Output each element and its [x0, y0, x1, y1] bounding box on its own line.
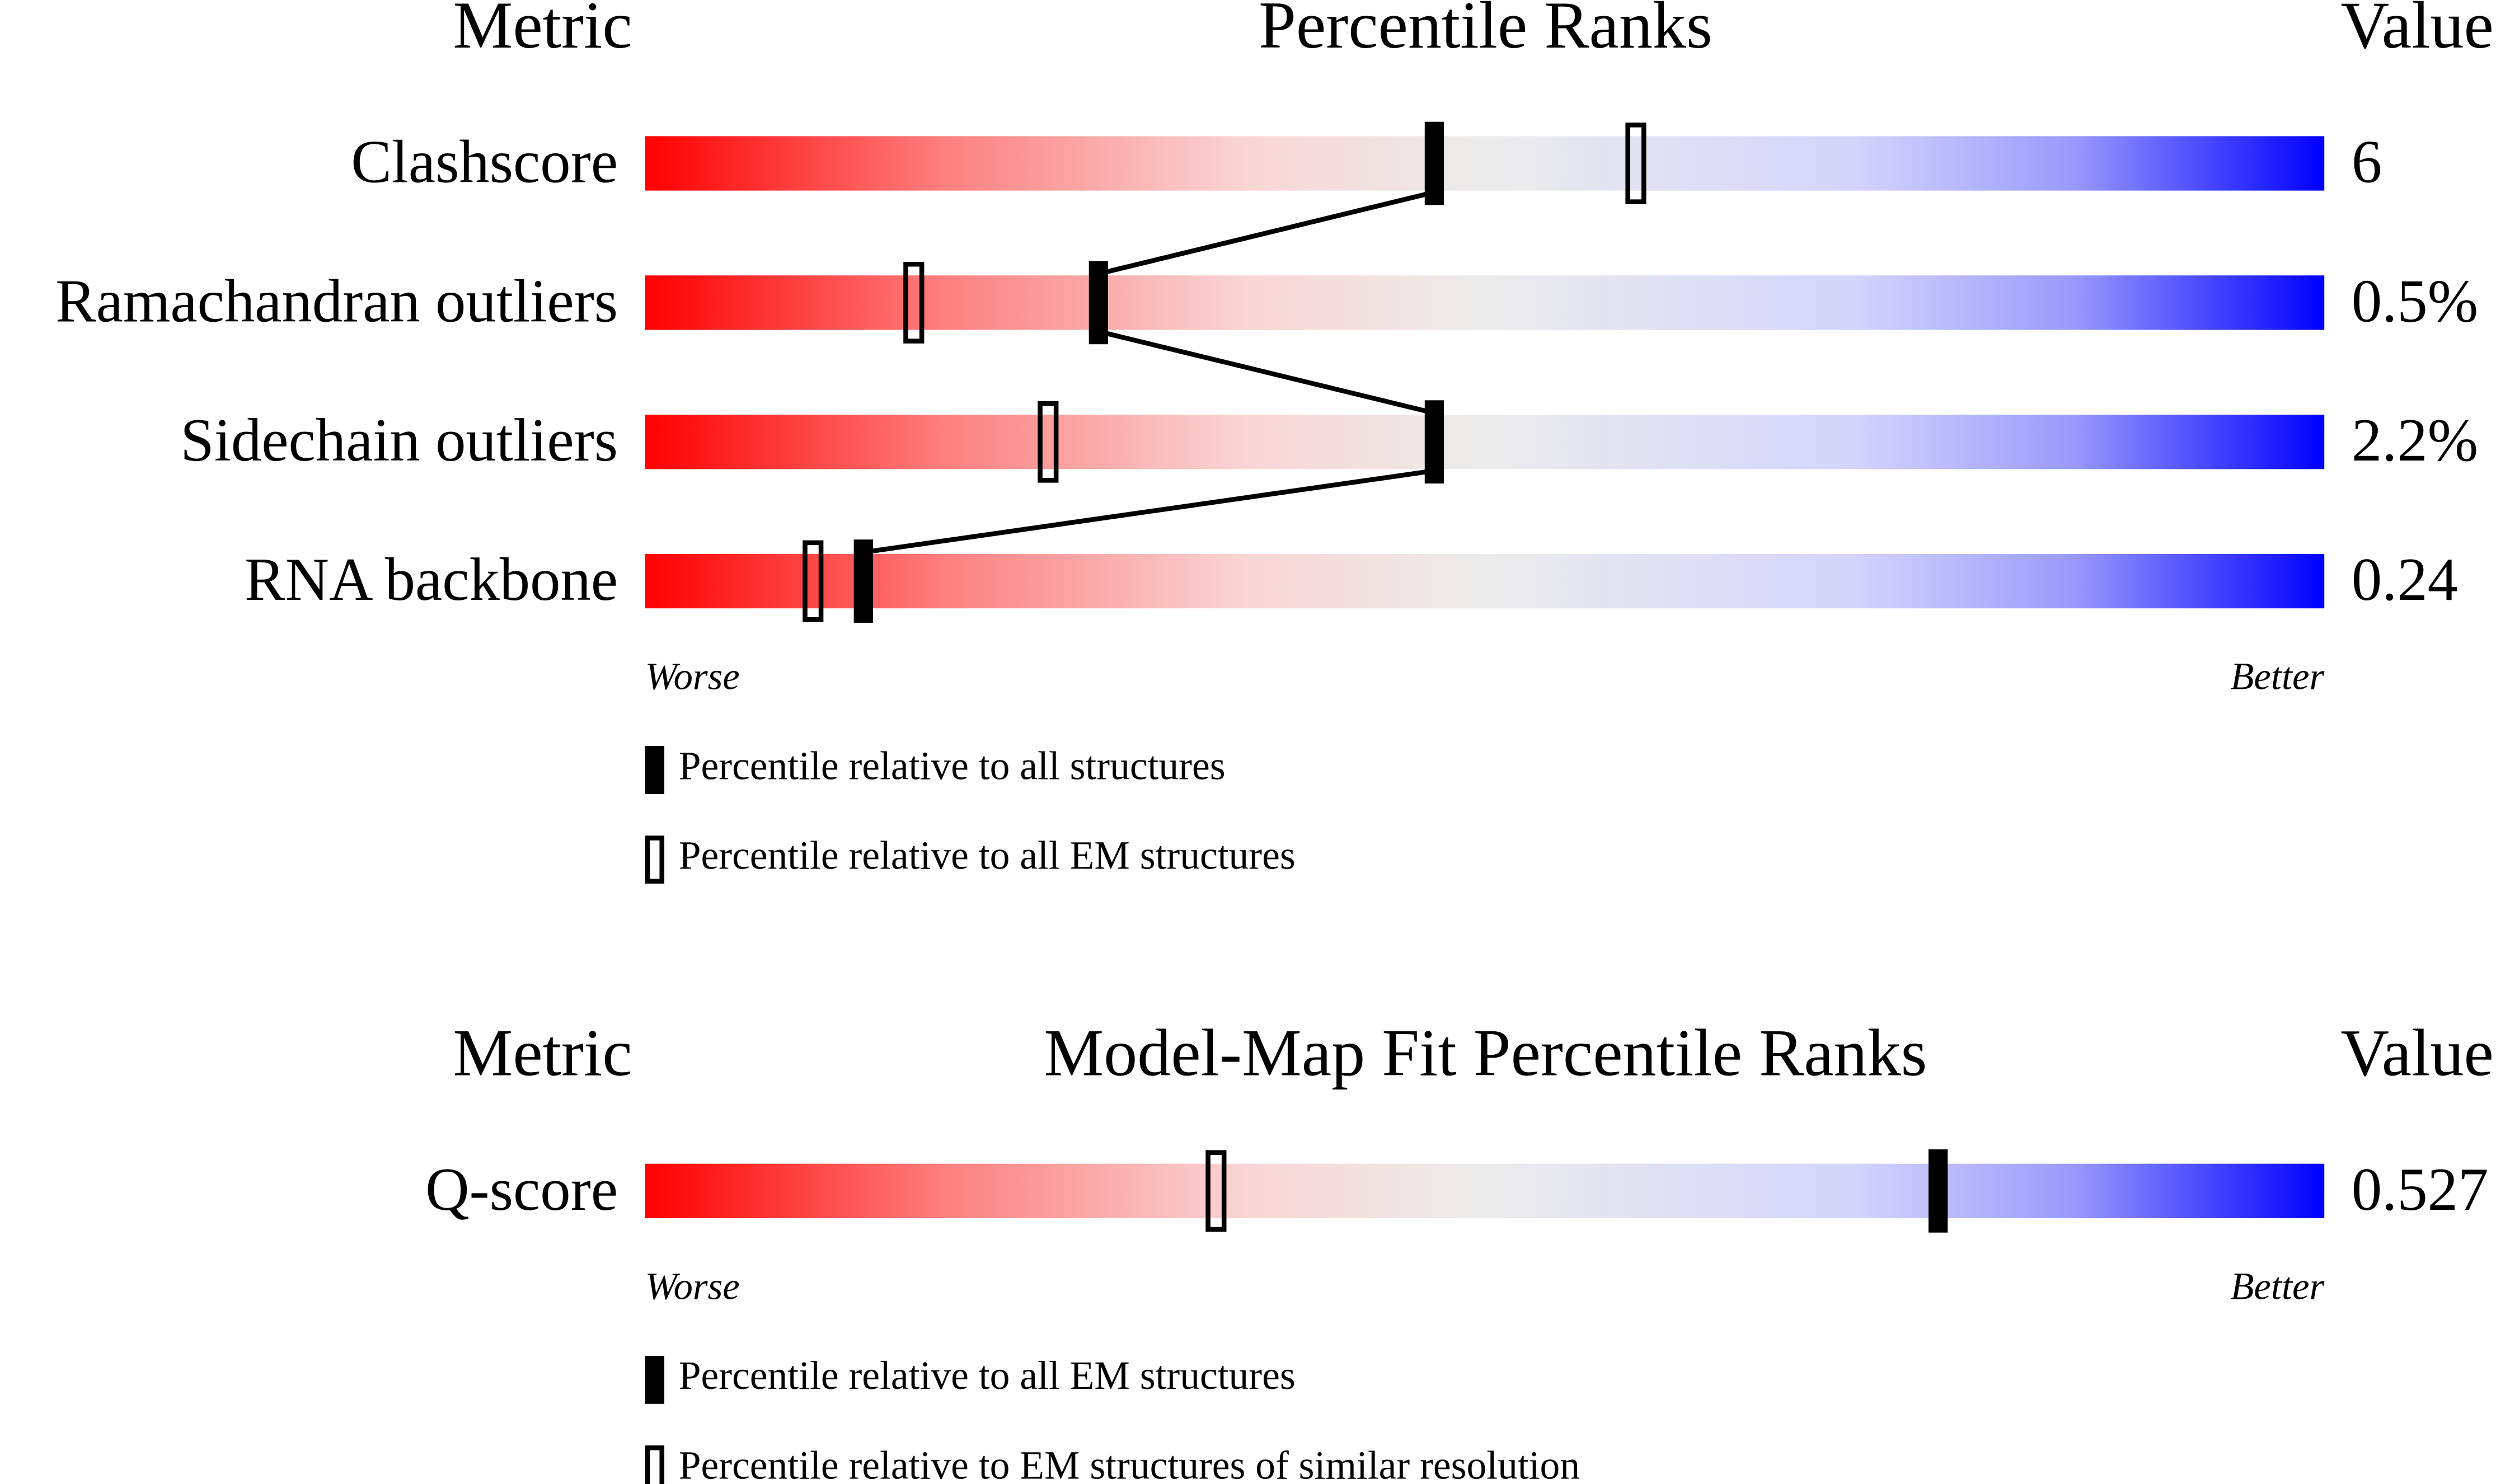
connector [1097, 190, 1435, 276]
percentile-marker [1424, 121, 1444, 205]
connector [1097, 329, 1435, 416]
metric-value: 2.2% [2352, 406, 2478, 474]
metric-label: Clashscore [351, 128, 618, 196]
legend-label: Percentile relative to EM structures of … [679, 1443, 1580, 1484]
metric-label: Sidechain outliers [180, 406, 618, 474]
worse-label: Worse [645, 1265, 740, 1307]
percentile-marker [1424, 400, 1444, 484]
percentile-marker [1038, 401, 1059, 483]
percentile-bar [645, 553, 2325, 609]
metric-header: Metric [453, 0, 632, 62]
value-header: Value [2340, 1015, 2494, 1089]
legend-swatch [645, 835, 665, 884]
percentile-marker [803, 540, 824, 622]
worse-label: Worse [645, 655, 740, 698]
chart-title: Model-Map Fit Percentile Ranks [1044, 1015, 1927, 1089]
legend-swatch [645, 1355, 665, 1404]
legend-label: Percentile relative to all EM structures [679, 834, 1296, 878]
percentile-bar [645, 415, 2325, 469]
metric-header: Metric [453, 1015, 632, 1089]
value-header: Value [2340, 0, 2494, 62]
percentile-marker [1928, 1149, 1948, 1233]
legend-label: Percentile relative to all EM structures [679, 1354, 1296, 1398]
percentile-bar [645, 1163, 2325, 1218]
legend-swatch [645, 1445, 665, 1484]
percentile-bar [645, 136, 2325, 191]
chart-title: Percentile Ranks [1259, 0, 1713, 62]
percentile-bar [645, 275, 2325, 330]
legend-swatch [645, 746, 665, 794]
percentile-marker [853, 539, 873, 623]
percentile-marker [903, 261, 925, 344]
connector [863, 468, 1435, 555]
metric-value: 0.24 [2352, 546, 2458, 613]
metric-value: 6 [2352, 128, 2382, 196]
percentile-marker [1625, 123, 1646, 204]
percentile-marker [1089, 261, 1109, 345]
legend-label: Percentile relative to all structures [679, 744, 1226, 788]
metric-value: 0.5% [2352, 267, 2478, 335]
percentile-marker [1205, 1150, 1227, 1232]
better-label: Better [2231, 655, 2325, 698]
metric-label: RNA backbone [245, 546, 618, 613]
better-label: Better [2231, 1265, 2325, 1307]
metric-value: 0.527 [2352, 1156, 2489, 1223]
metric-label: Q-score [425, 1156, 618, 1223]
metric-label: Ramachandran outliers [55, 267, 618, 335]
